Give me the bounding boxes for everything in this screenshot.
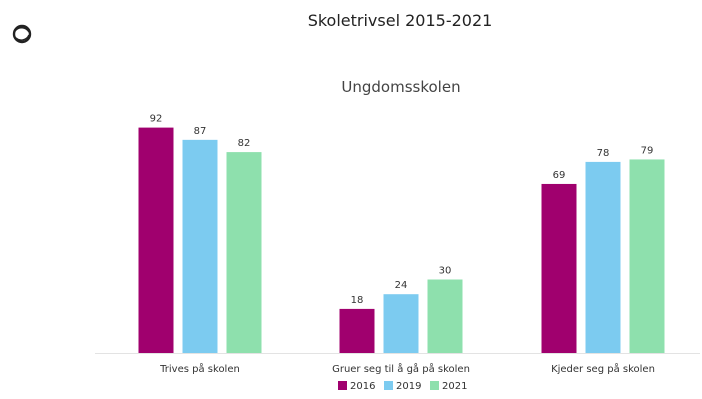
legend: 2016 2019 2021 xyxy=(338,381,467,392)
bar-2016-1 xyxy=(339,308,375,353)
chart-title: Skoletrivsel 2015-2021 xyxy=(308,11,493,30)
value-label-2016-2: 69 xyxy=(553,170,566,181)
value-label-2021-1: 30 xyxy=(439,266,452,277)
x-tick-label-2: Kjeder seg på skolen xyxy=(551,362,655,375)
bar-2016-0 xyxy=(138,127,174,353)
legend-label-2019: 2019 xyxy=(396,381,421,392)
legend-label-2021: 2021 xyxy=(442,381,467,392)
circular-knot-logo-icon xyxy=(10,22,34,46)
bar-2021-0 xyxy=(226,152,262,353)
value-label-2021-2: 79 xyxy=(641,145,654,156)
x-tick-label-0: Trives på skolen xyxy=(159,362,240,375)
bars-layer xyxy=(138,127,665,353)
legend-swatch-2021 xyxy=(430,381,439,390)
bar-2016-2 xyxy=(541,183,577,353)
bar-2019-2 xyxy=(585,161,621,353)
value-label-2019-0: 87 xyxy=(194,126,207,137)
legend-swatch-2016 xyxy=(338,381,347,390)
bar-2021-1 xyxy=(427,279,463,353)
value-label-2016-0: 92 xyxy=(150,114,163,125)
value-label-2019-2: 78 xyxy=(597,148,610,159)
legend-label-2016: 2016 xyxy=(350,381,375,392)
bar-2019-0 xyxy=(182,139,218,353)
chart-subtitle: Ungdomsskolen xyxy=(341,78,460,96)
x-axis: Trives på skolen Gruer seg til å gå på sk… xyxy=(95,353,700,375)
value-label-2016-1: 18 xyxy=(351,295,364,306)
legend-swatch-2019 xyxy=(384,381,393,390)
value-labels-layer: 92 87 82 18 24 30 69 78 79 xyxy=(150,114,654,306)
value-label-2019-1: 24 xyxy=(395,280,408,291)
bar-2019-1 xyxy=(383,294,419,353)
bar-2021-2 xyxy=(629,159,665,353)
x-tick-label-1: Gruer seg til å gå på skolen xyxy=(332,362,470,375)
value-label-2021-0: 82 xyxy=(238,138,251,149)
